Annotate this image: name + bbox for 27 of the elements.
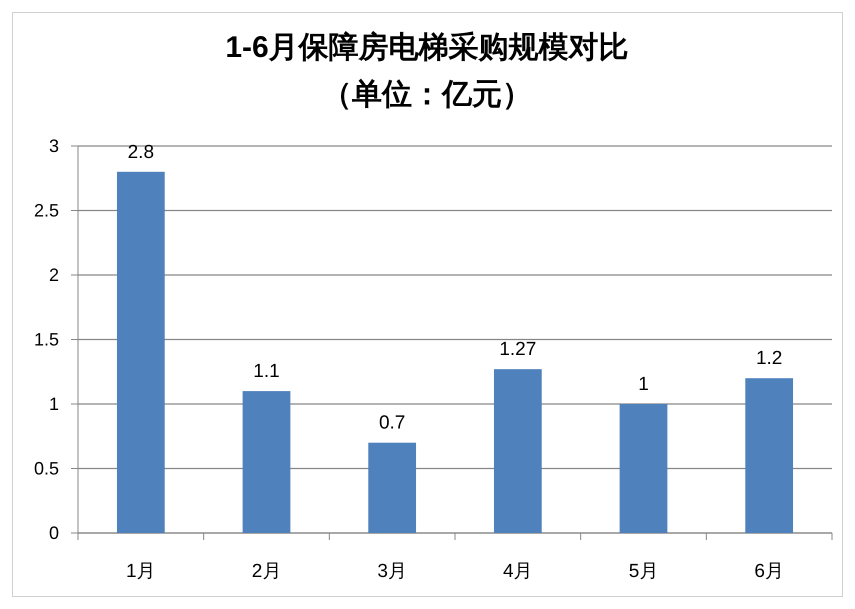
data-label: 1.27 [499, 339, 536, 360]
y-tick-label: 0.5 [34, 458, 59, 478]
chart-title: 1-6月保障房电梯采购规模对比 [225, 30, 629, 64]
y-tick-label: 0 [48, 522, 59, 543]
y-tick-label: 2.5 [34, 200, 59, 220]
x-tick-label: 6月 [754, 561, 784, 582]
x-tick-label: 2月 [252, 561, 282, 582]
bar [745, 378, 794, 533]
bar [116, 172, 165, 533]
chart-subtitle: （单位：亿元） [322, 78, 532, 111]
bar [620, 404, 668, 533]
y-tick-label: 1.5 [34, 329, 59, 350]
bar [494, 369, 542, 533]
data-label: 0.7 [378, 412, 406, 434]
x-tick-label: 3月 [377, 561, 407, 582]
x-tick-label: 4月 [503, 561, 533, 582]
bar [242, 391, 290, 533]
x-tick-label: 1月 [126, 561, 156, 582]
y-tick-label: 2 [48, 264, 59, 285]
data-label: 1 [638, 374, 649, 395]
data-label: 1.2 [756, 348, 782, 370]
y-tick-label: 1 [48, 394, 59, 414]
data-label: 1.1 [253, 361, 280, 382]
bar [368, 442, 416, 533]
y-tick-label: 3 [48, 136, 59, 156]
data-label: 2.8 [128, 142, 154, 163]
x-tick-label: 5月 [628, 561, 658, 582]
